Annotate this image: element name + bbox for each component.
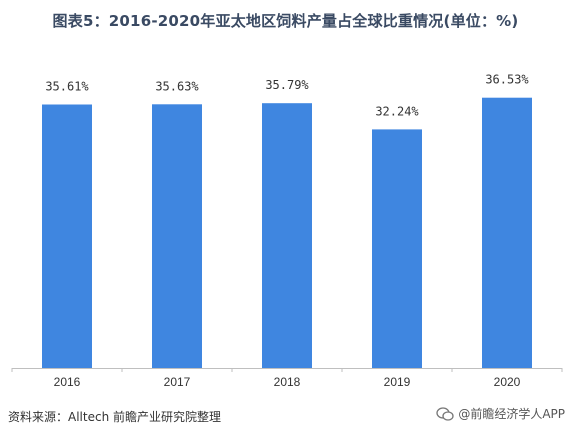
data-label-2018: 35.79% (265, 78, 309, 92)
brand-mark: @前瞻经济学人APP (436, 405, 565, 422)
x-tick-label-2016: 2016 (54, 375, 81, 389)
data-label-2020: 36.53% (485, 73, 529, 87)
bar-2018 (262, 103, 312, 368)
chart-title: 图表5：2016-2020年亚太地区饲料产量占全球比重情况(单位：%) (52, 12, 519, 30)
bar-2019 (372, 129, 422, 368)
source-note: 资料来源：Alltech 前瞻产业研究院整理 (8, 410, 221, 424)
x-tick-label-2018: 2018 (274, 375, 301, 389)
brand-label: @前瞻经济学人APP (458, 407, 565, 421)
bar-2020 (482, 97, 532, 368)
data-label-2019: 32.24% (375, 104, 419, 118)
data-label-2017: 35.63% (155, 79, 199, 93)
bar-2016 (42, 104, 92, 368)
wechat-icon (436, 406, 454, 421)
x-tick-label-2017: 2017 (164, 375, 191, 389)
data-label-2016: 35.61% (45, 80, 89, 94)
x-tick-label-2020: 2020 (494, 375, 521, 389)
x-tick-label-2019: 2019 (384, 375, 411, 389)
bar-2017 (152, 104, 202, 369)
